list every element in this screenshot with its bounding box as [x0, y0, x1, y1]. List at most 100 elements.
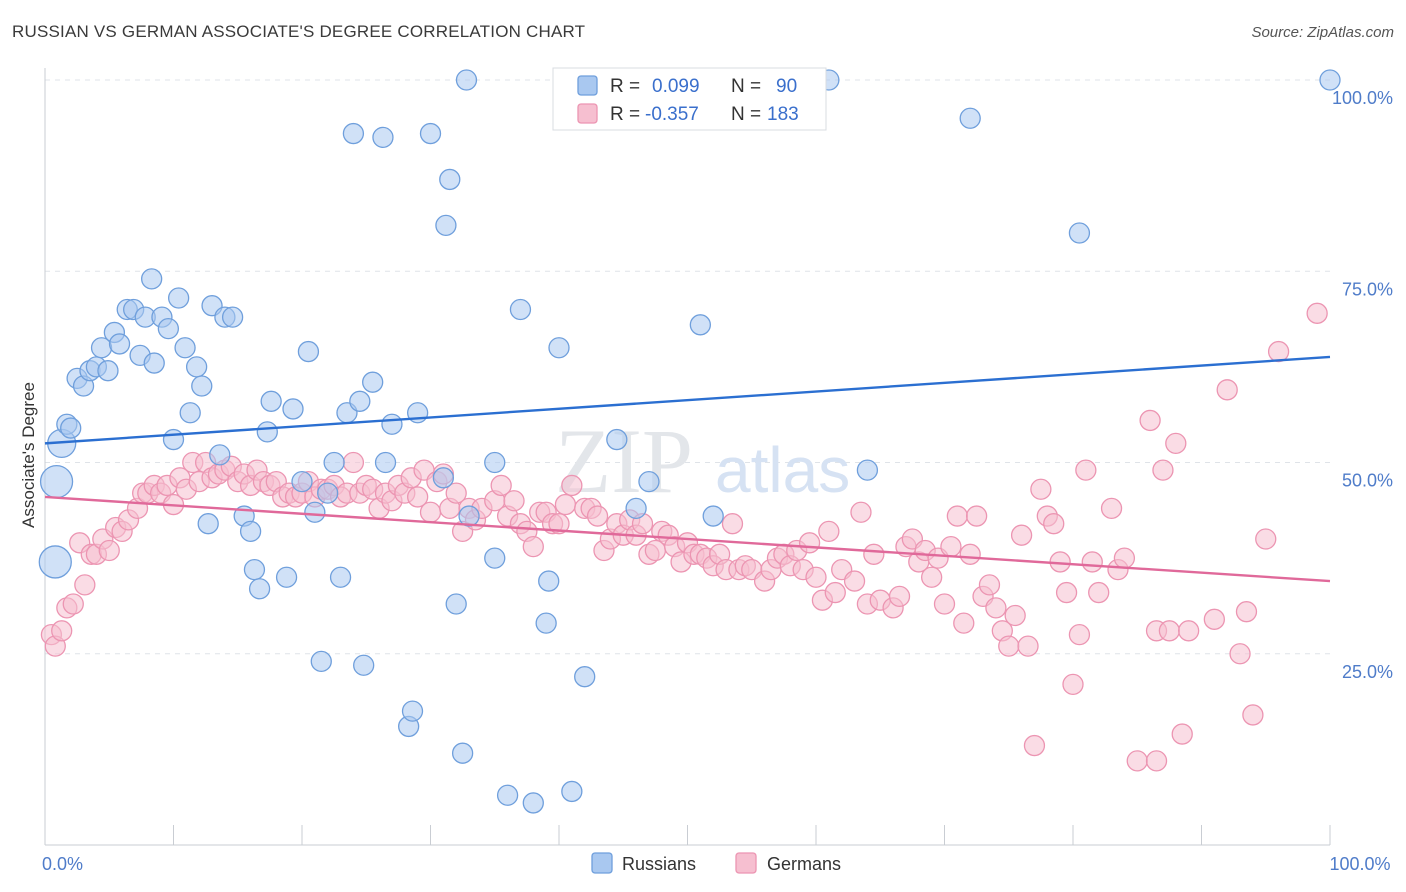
- chart-source: Source: ZipAtlas.com: [1251, 24, 1394, 41]
- germans-point-48: [342, 451, 365, 474]
- legend-r-value-germans: -0.357: [645, 104, 699, 125]
- germans-point-105: [721, 513, 744, 535]
- germans-point-75: [522, 536, 544, 558]
- germans-point-64: [445, 482, 467, 504]
- russians-points: [38, 69, 1341, 814]
- russians-point-31: [221, 306, 244, 328]
- germans-point-60: [419, 501, 442, 523]
- russians-point-48: [342, 122, 365, 145]
- germans-point-136: [940, 536, 962, 558]
- germans-point-157: [1075, 459, 1097, 481]
- germans-point-81: [561, 474, 583, 497]
- tick-labels: 0.0% 100.0% 25.0% 50.0% 75.0% 100.0%: [42, 88, 1393, 874]
- russians-point-0: [38, 545, 72, 579]
- germans-point-125: [863, 543, 885, 565]
- germans-point-164: [1139, 409, 1161, 432]
- russians-point-66: [484, 451, 506, 474]
- germans-point-174: [1235, 601, 1258, 623]
- germans-point-160: [1100, 497, 1123, 520]
- y-axis-title: Associate's Degree: [19, 382, 38, 528]
- legend-swatch-germans: [577, 103, 598, 124]
- germans-point-145: [998, 635, 1020, 657]
- trend-lines: [44, 355, 1331, 583]
- russians-point-38: [275, 566, 298, 588]
- germans-point-172: [1216, 379, 1238, 401]
- russians-point-51: [362, 371, 384, 393]
- russians-point-68: [496, 784, 519, 806]
- russians-point-70: [522, 792, 544, 814]
- russians-point-37: [260, 390, 282, 412]
- germans-point-167: [1158, 620, 1181, 642]
- y-tick-label-3: 100.0%: [1332, 88, 1393, 108]
- bottom-legend: Russians Germans: [591, 852, 841, 874]
- russians-point-72: [538, 570, 560, 592]
- germans-point-158: [1081, 551, 1103, 573]
- russians-point-69: [509, 298, 532, 321]
- russians-point-17: [141, 268, 163, 290]
- russians-point-4: [60, 417, 82, 439]
- russians-point-26: [191, 375, 213, 397]
- russians-point-54: [381, 413, 403, 435]
- russians-point-71: [535, 612, 557, 634]
- russians-point-83: [856, 459, 879, 481]
- russians-point-77: [625, 497, 647, 520]
- russians-point-78: [638, 470, 660, 493]
- germans-point-4: [62, 593, 84, 615]
- russians-point-64: [455, 69, 478, 91]
- germans-point-120: [824, 581, 846, 604]
- germans-point-142: [978, 574, 1001, 596]
- legend-r-label-russians: R =: [610, 76, 640, 97]
- russians-point-1: [39, 464, 74, 499]
- russians-point-40: [291, 470, 313, 493]
- germans-point-80: [554, 493, 577, 516]
- russians-point-58: [419, 122, 442, 145]
- germans-point-2: [51, 620, 73, 642]
- germans-points: [40, 302, 1328, 772]
- russians-point-20: [157, 317, 180, 340]
- germans-point-119: [818, 520, 840, 542]
- germans-point-152: [1043, 513, 1065, 535]
- germans-point-163: [1126, 750, 1148, 772]
- germans-point-140: [965, 505, 988, 527]
- germans-point-6: [74, 574, 96, 596]
- germans-point-123: [850, 501, 872, 523]
- legend-n-label-germans: N =: [731, 104, 761, 125]
- russians-point-61: [435, 214, 457, 237]
- russians-point-62: [445, 593, 467, 615]
- germans-point-148: [1017, 635, 1039, 657]
- russians-point-35: [248, 578, 271, 600]
- germans-point-139: [959, 543, 981, 565]
- russians-point-79: [689, 314, 711, 336]
- germans-point-138: [953, 612, 975, 634]
- russians-point-10: [97, 360, 119, 382]
- russians-point-49: [349, 390, 371, 412]
- russians-point-29: [209, 444, 231, 466]
- russians-point-33: [239, 520, 262, 542]
- y-tick-label-0: 25.0%: [1342, 662, 1393, 682]
- germans-point-178: [1306, 302, 1328, 324]
- russians-point-65: [458, 505, 480, 527]
- germans-point-168: [1165, 432, 1187, 455]
- russians-point-84: [959, 107, 981, 129]
- russians-point-43: [310, 650, 332, 673]
- russians-point-63: [451, 742, 474, 764]
- russians-point-12: [108, 333, 131, 355]
- russians-point-86: [1319, 69, 1341, 91]
- germans-point-133: [921, 566, 943, 588]
- germans-point-72: [503, 490, 525, 512]
- germans-point-154: [1055, 581, 1078, 604]
- russians-point-24: [179, 402, 201, 424]
- legend-n-label-russians: N =: [731, 76, 761, 97]
- germans-point-169: [1171, 723, 1193, 745]
- watermark-atlas: atlas: [715, 434, 850, 506]
- russians-point-39: [282, 398, 304, 420]
- germans-point-128: [888, 585, 911, 608]
- russians-point-50: [353, 654, 375, 676]
- russians-point-59: [432, 467, 455, 489]
- legend-box: R = 0.099 N = 90 R = -0.357 N = 183: [552, 67, 827, 131]
- russians-point-74: [561, 780, 583, 803]
- germans-point-175: [1242, 704, 1264, 726]
- germans-point-117: [805, 566, 827, 588]
- russians-point-23: [174, 337, 196, 359]
- germans-point-173: [1229, 643, 1251, 665]
